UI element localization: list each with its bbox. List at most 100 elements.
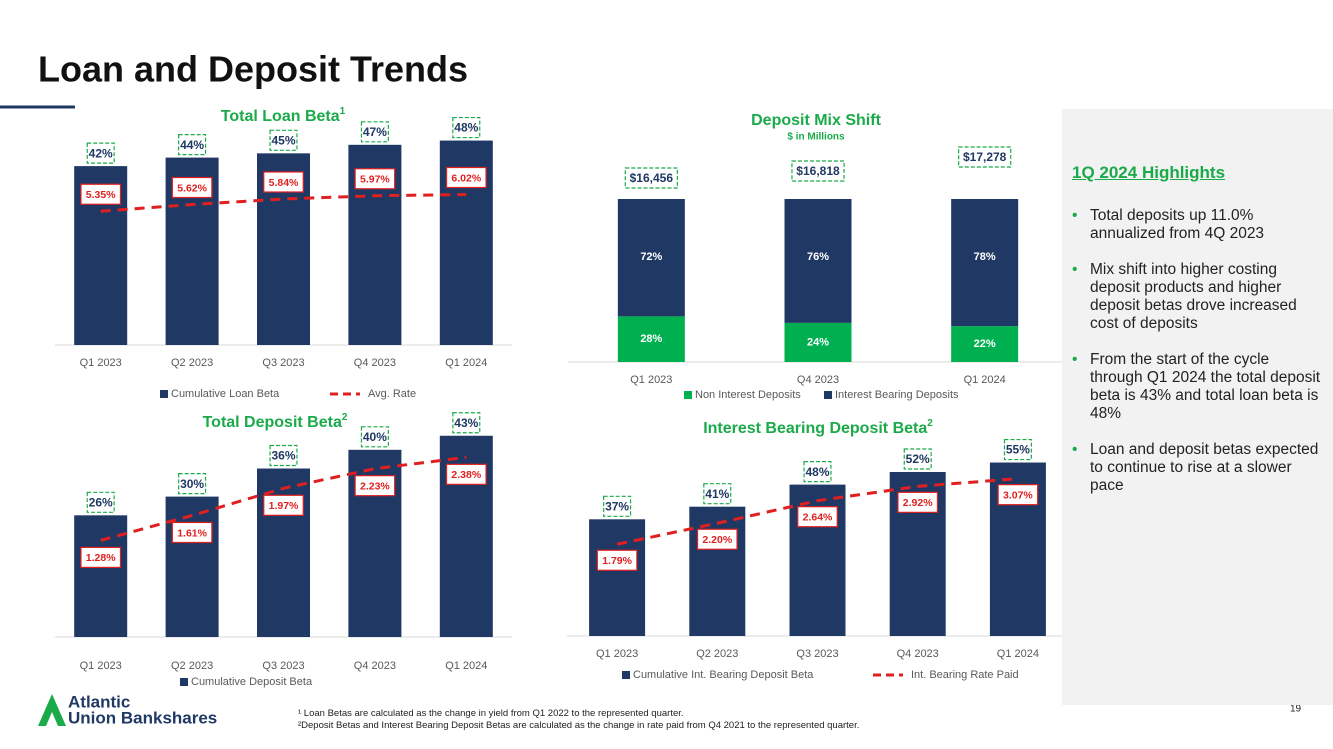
rate-label: 2.20% <box>702 534 732 546</box>
x-tick-label: Q1 2023 <box>630 374 672 386</box>
total-label: $16,818 <box>796 164 840 178</box>
total-label-box <box>791 160 845 182</box>
highlight-bullet: Loan and deposit betas expected to conti… <box>1072 441 1322 495</box>
beta-label: 26% <box>89 495 113 509</box>
beta-label-box <box>178 473 207 495</box>
beta-label-box <box>703 483 732 505</box>
beta-label: 37% <box>605 499 629 513</box>
x-tick-label: Q1 2023 <box>80 357 122 369</box>
total-label-box <box>624 167 678 189</box>
segment-label: 24% <box>807 336 829 348</box>
legend-swatch <box>622 671 630 679</box>
beta-label-box <box>603 495 632 517</box>
rate-label: 2.92% <box>903 497 933 509</box>
segment-label: 78% <box>974 251 996 263</box>
beta-label: 40% <box>363 430 387 444</box>
beta-label: 30% <box>180 477 204 491</box>
chart-title-text: Total Loan Beta <box>221 108 340 125</box>
rate-label-box <box>354 168 396 190</box>
rate-label-box <box>696 528 738 550</box>
chart-title-note: 2 <box>927 418 933 429</box>
beta-label-box <box>86 142 115 164</box>
beta-label-box <box>903 448 932 470</box>
rate-label: 5.84% <box>269 177 299 189</box>
beta-label-box <box>86 491 115 513</box>
rate-label-box <box>80 546 122 568</box>
legend-swatch <box>824 391 832 399</box>
rate-label-box <box>897 491 939 513</box>
logo-icon <box>38 694 66 726</box>
chart-subtitle: $ in Millions <box>787 132 845 143</box>
highlights-title: 1Q 2024 Highlights <box>1072 163 1226 182</box>
x-tick-label: Q3 2023 <box>796 648 838 660</box>
beta-label: 42% <box>89 146 113 160</box>
bar <box>589 519 646 636</box>
beta-label: 47% <box>363 125 387 139</box>
bar-segment <box>617 199 685 317</box>
legend-label: Interest Bearing Deposits <box>835 389 959 401</box>
rate-label-box <box>263 171 304 193</box>
chart-title-note: 2 <box>342 412 348 423</box>
x-tick-label: Q1 2024 <box>445 357 487 369</box>
rate-label: 1.61% <box>177 527 207 539</box>
rate-label-box <box>263 494 304 516</box>
beta-label-box <box>452 412 481 434</box>
highlight-bullet: Mix shift into higher costing deposit pr… <box>1072 261 1322 333</box>
legend-label: Non Interest Deposits <box>695 389 801 401</box>
beta-label-box <box>269 129 298 151</box>
beta-label-box <box>1003 438 1032 461</box>
rate-label: 2.38% <box>451 469 481 481</box>
footnote: ¹ Loan Betas are calculated as the chang… <box>298 708 684 719</box>
highlight-bullet: Total deposits up 11.0% annualized from … <box>1072 207 1322 243</box>
x-tick-label: Q4 2023 <box>354 660 396 672</box>
rate-label: 2.64% <box>803 511 833 523</box>
total-label: $17,278 <box>963 150 1007 164</box>
rate-label-box <box>797 506 838 528</box>
rate-line <box>616 477 1019 546</box>
beta-label-box <box>452 116 481 139</box>
rate-label: 2.23% <box>360 480 390 492</box>
legend-swatch <box>684 391 692 399</box>
total-label-box <box>958 146 1012 168</box>
segment-label: 76% <box>807 251 829 263</box>
highlights-panel: 1Q 2024 Highlights Total deposits up 11.… <box>1062 109 1333 705</box>
segment-label: 22% <box>974 338 996 350</box>
rate-label: 1.79% <box>602 555 632 567</box>
rate-label-box <box>445 463 487 485</box>
legend-label: Cumulative Deposit Beta <box>191 676 313 688</box>
bar-segment <box>617 316 685 362</box>
rate-label-box <box>596 549 638 571</box>
beta-label-box <box>360 121 389 143</box>
legend-swatch <box>180 678 188 686</box>
logo-text: Union Bankshares <box>68 708 217 727</box>
rate-label: 5.62% <box>177 182 207 194</box>
x-tick-label: Q2 2023 <box>696 648 738 660</box>
bar-segment <box>951 326 1019 362</box>
chart-title: Deposit Mix Shift <box>751 112 881 129</box>
chart-title-text: Interest Bearing Deposit Beta <box>703 420 927 437</box>
legend-label: Int. Bearing Rate Paid <box>911 669 1019 681</box>
bar-segment <box>784 322 852 362</box>
x-tick-label: Q2 2023 <box>171 357 213 369</box>
bar-segment <box>951 199 1019 327</box>
total-label: $16,456 <box>630 171 674 185</box>
rate-label-box <box>445 166 487 189</box>
rate-label: 1.28% <box>86 552 116 564</box>
rate-label: 1.97% <box>269 500 299 512</box>
chart-title: Total Deposit Beta2 <box>203 412 348 431</box>
x-tick-label: Q3 2023 <box>262 357 304 369</box>
beta-label: 55% <box>1006 443 1030 457</box>
bar <box>74 515 128 637</box>
legend-label: Cumulative Int. Bearing Deposit Beta <box>633 669 814 681</box>
beta-label: 44% <box>180 138 204 152</box>
chart-title: Interest Bearing Deposit Beta2 <box>703 418 933 437</box>
chart-title: Total Loan Beta1 <box>221 106 346 125</box>
segment-label: 28% <box>640 333 662 345</box>
beta-label-box <box>803 461 832 483</box>
beta-label-box <box>360 426 389 448</box>
x-tick-label: Q1 2024 <box>997 648 1039 660</box>
x-tick-label: Q1 2024 <box>445 660 487 672</box>
legend-swatch <box>160 390 168 398</box>
